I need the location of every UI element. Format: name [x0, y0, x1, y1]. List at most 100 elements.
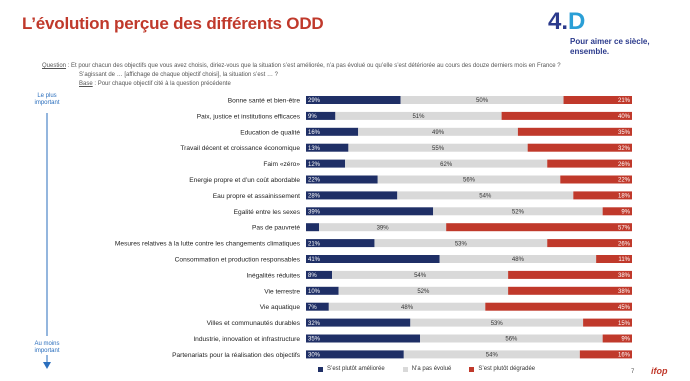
base-label: Base — [79, 81, 93, 87]
data-label-unchanged: 49% — [432, 130, 445, 136]
data-label-unchanged: 48% — [512, 257, 525, 263]
bar-degraded — [563, 96, 632, 104]
logo-mark-main: 4. — [548, 8, 569, 35]
legend-item-improved: S’est plutôt améliorée — [318, 366, 385, 372]
bar-unchanged — [338, 286, 509, 295]
data-label-improved: 21% — [308, 241, 321, 247]
data-label-degraded: 38% — [618, 273, 631, 279]
chart-legend: S’est plutôt améliorée N’a pas évolué S’… — [318, 366, 535, 372]
base-text: : Pour chaque objectif cité à la questio… — [92, 81, 231, 87]
data-label-degraded: 26% — [618, 241, 631, 247]
bar-improved — [306, 191, 398, 200]
bar-unchanged — [433, 207, 603, 216]
bar-degraded — [560, 175, 632, 184]
question-line: Question : Et pour chacun des objectifs … — [42, 62, 561, 71]
base-line: Base : Pour chaque objectif cité à la qu… — [42, 80, 561, 89]
bar-improved — [306, 159, 346, 168]
data-label-unchanged: 48% — [401, 305, 414, 311]
logo-tagline-1: Pour aimer ce siècle, — [570, 37, 650, 46]
category-label: Partenariats pour la réalisation des obj… — [172, 352, 301, 359]
data-label-unchanged: 54% — [479, 194, 492, 200]
data-label-unchanged: 55% — [432, 146, 445, 152]
data-label-degraded: 15% — [618, 321, 631, 327]
data-label-degraded: 21% — [618, 98, 631, 104]
bar-unchanged — [439, 255, 597, 263]
data-label-improved: 16% — [308, 130, 321, 136]
bar-degraded — [508, 270, 632, 279]
bar-degraded — [579, 350, 632, 359]
data-label-improved: 13% — [308, 146, 321, 152]
data-label-improved: 12% — [308, 162, 321, 168]
importance-bottom-line-2: important — [34, 348, 60, 354]
importance-bottom-label: Au moins important — [28, 341, 66, 355]
importance-top-line-1: Le plus — [37, 93, 57, 99]
data-label-unchanged: 53% — [455, 241, 468, 247]
bar-improved — [306, 239, 375, 248]
data-label-degraded: 26% — [618, 162, 631, 168]
legend-swatch-unchanged — [402, 366, 408, 372]
category-label: Eau propre et assainissement — [213, 193, 300, 200]
category-label: Bonne santé et bien-être — [228, 98, 301, 105]
bar-unchanged — [345, 159, 548, 168]
data-label-degraded: 9% — [621, 337, 630, 343]
data-label-unchanged: 54% — [414, 273, 427, 279]
category-label: Vie terrestre — [264, 288, 300, 295]
data-label-degraded: 38% — [618, 289, 631, 295]
bar-unchanged — [377, 175, 561, 184]
data-label-degraded: 11% — [618, 257, 630, 263]
bar-unchanged — [420, 334, 603, 343]
data-label-degraded: 40% — [618, 114, 631, 120]
question-label: Question — [42, 63, 67, 69]
importance-top-label: Le plus important — [28, 93, 66, 107]
legend-swatch-improved — [318, 366, 323, 372]
bar-improved — [306, 255, 440, 263]
data-label-improved: 39% — [308, 210, 321, 216]
question-text: : Et pour chacun des objectifs que vous … — [66, 63, 561, 69]
bar-degraded — [446, 223, 632, 232]
question-block: Question : Et pour chacun des objectifs … — [42, 62, 561, 89]
data-label-unchanged: 50% — [476, 98, 489, 104]
bar-degraded — [596, 255, 632, 263]
bar-unchanged — [332, 270, 509, 279]
data-label-unchanged: 62% — [440, 162, 453, 168]
data-label-unchanged: 39% — [377, 225, 390, 231]
category-label: Inégalités réduites — [246, 272, 300, 279]
data-label-degraded: 16% — [618, 353, 631, 359]
data-label-improved: 22% — [308, 178, 321, 184]
brand-logo: 4.D Pour aimer ce siècle, ensemble. — [548, 8, 678, 58]
bar-degraded — [508, 286, 632, 295]
category-label: Villes et communautés durables — [207, 320, 301, 327]
bar-unchanged — [328, 302, 486, 311]
data-label-improved: 41% — [308, 257, 321, 263]
legend-label-improved: S’est plutôt améliorée — [327, 366, 385, 372]
legend-label-unchanged: N’a pas évolué — [411, 366, 452, 372]
bar-degraded — [602, 207, 632, 216]
bar-unchanged — [403, 350, 580, 359]
legend-swatch-degraded — [469, 366, 475, 372]
data-label-unchanged: 53% — [491, 321, 504, 327]
bar-unchanged — [400, 96, 564, 104]
bar-improved — [306, 223, 320, 232]
bar-unchanged — [348, 143, 528, 152]
data-label-improved: 10% — [308, 289, 321, 295]
logo-tagline-2: ensemble. — [570, 47, 610, 56]
legend-label-degraded: S’est plutôt dégradée — [478, 366, 536, 372]
data-label-unchanged: 52% — [512, 210, 525, 216]
data-label-unchanged: 51% — [412, 114, 425, 120]
page-title: L’évolution perçue des différents ODD — [22, 14, 324, 33]
bar-improved — [306, 143, 349, 152]
legend-item-degraded: S’est plutôt dégradée — [469, 366, 535, 372]
bar-improved — [306, 302, 329, 311]
bar-unchanged — [335, 111, 502, 120]
data-label-improved: 28% — [308, 194, 321, 200]
bar-improved — [306, 350, 404, 359]
data-label-improved: 35% — [308, 337, 321, 343]
ifop-logo: ifop — [651, 366, 668, 376]
bar-degraded — [517, 127, 632, 136]
category-label: Consommation et production responsables — [175, 257, 301, 264]
data-label-improved: 9% — [308, 114, 317, 120]
data-label-degraded: 9% — [621, 210, 630, 216]
data-label-unchanged: 54% — [486, 353, 499, 359]
data-label-degraded: 18% — [618, 194, 631, 200]
data-label-improved: 7% — [308, 305, 317, 311]
